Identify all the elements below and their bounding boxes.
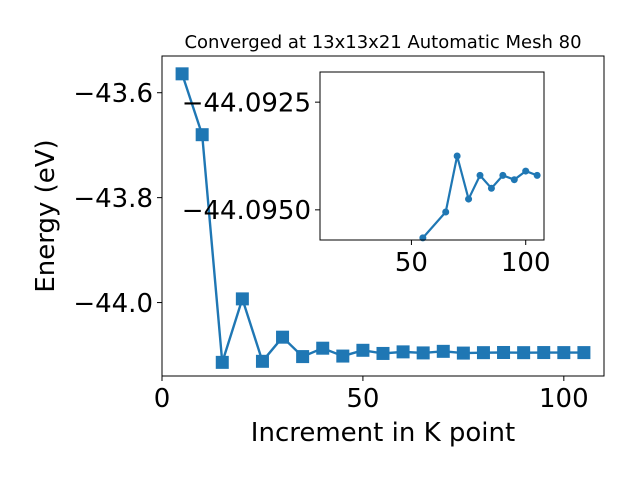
main-data-point xyxy=(376,346,390,360)
main-x-tick-label: 50 xyxy=(346,384,379,414)
inset-y-tick-label: −44.0950 xyxy=(182,196,311,226)
inset-y-tick-label: −44.0925 xyxy=(182,89,311,119)
inset-x-tick-label: 50 xyxy=(395,248,428,278)
main-data-point xyxy=(517,346,531,360)
main-x-tick-label: 0 xyxy=(154,384,171,414)
inset-plot-area xyxy=(320,72,544,240)
main-data-point xyxy=(476,346,490,360)
main-data-point xyxy=(577,346,591,360)
main-data-point xyxy=(255,354,269,368)
chart-title: Converged at 13x13x21 Automatic Mesh 80 xyxy=(184,32,581,53)
inset-data-point xyxy=(476,171,484,179)
main-data-point xyxy=(276,330,290,344)
main-data-point xyxy=(396,345,410,359)
main-y-tick-label: −43.8 xyxy=(73,184,153,214)
inset-data-point xyxy=(442,208,450,216)
main-data-point xyxy=(497,345,511,359)
main-data-point xyxy=(557,346,571,360)
main-y-tick-label: −43.6 xyxy=(73,79,153,109)
y-axis-label: Energy (eV) xyxy=(31,139,61,292)
main-data-point xyxy=(356,343,370,357)
main-data-point xyxy=(436,344,450,358)
inset-data-point xyxy=(453,152,461,160)
inset-data-point xyxy=(499,171,507,179)
inset-data-point xyxy=(465,195,473,203)
main-data-point xyxy=(235,292,249,306)
main-data-point xyxy=(195,128,209,142)
main-data-point xyxy=(175,67,189,81)
main-data-point xyxy=(336,349,350,363)
main-frame xyxy=(161,55,605,377)
inset-x-tick-label: 100 xyxy=(501,248,551,278)
inset-series-line xyxy=(422,154,538,239)
main-data-point xyxy=(416,346,430,360)
main-data-point xyxy=(215,355,229,369)
main-x-tick-label: 100 xyxy=(539,384,589,414)
inset-frame xyxy=(319,71,545,241)
inset-data-point xyxy=(522,167,530,175)
main-data-point xyxy=(537,346,551,360)
main-y-tick-label: −44.0 xyxy=(73,289,153,319)
main-data-point xyxy=(456,346,470,360)
inset-data-point xyxy=(510,176,518,184)
x-axis-label: Increment in K point xyxy=(251,418,515,448)
inset-data-point xyxy=(487,184,495,192)
main-data-point xyxy=(316,341,330,355)
inset-data-point xyxy=(533,171,541,179)
main-data-point xyxy=(296,350,310,364)
